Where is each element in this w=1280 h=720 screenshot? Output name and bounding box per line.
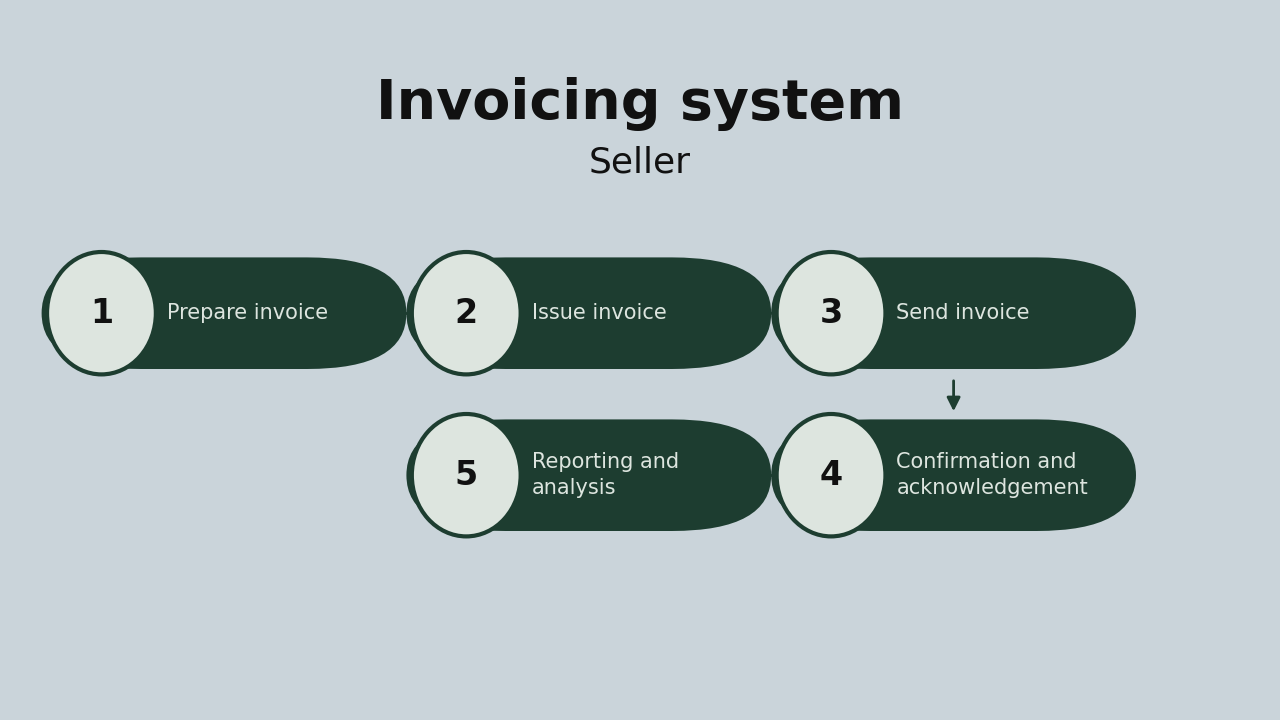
Text: Reporting and
analysis: Reporting and analysis [531,452,678,498]
Text: Issue invoice: Issue invoice [531,303,667,323]
Ellipse shape [47,252,156,374]
Text: 4: 4 [819,459,842,492]
Ellipse shape [777,414,886,536]
Ellipse shape [777,252,886,374]
Text: 2: 2 [454,297,477,330]
FancyBboxPatch shape [407,258,771,369]
Text: Seller: Seller [589,145,691,179]
FancyBboxPatch shape [407,419,771,531]
Text: Confirmation and
acknowledgement: Confirmation and acknowledgement [896,452,1088,498]
Text: Prepare invoice: Prepare invoice [166,303,328,323]
Ellipse shape [412,252,521,374]
FancyBboxPatch shape [771,419,1137,531]
Text: 3: 3 [819,297,842,330]
FancyBboxPatch shape [41,258,407,369]
Ellipse shape [412,414,521,536]
FancyBboxPatch shape [771,258,1137,369]
Text: 5: 5 [454,459,477,492]
Text: Invoicing system: Invoicing system [376,78,904,132]
Text: 1: 1 [90,297,113,330]
Text: Send invoice: Send invoice [896,303,1030,323]
